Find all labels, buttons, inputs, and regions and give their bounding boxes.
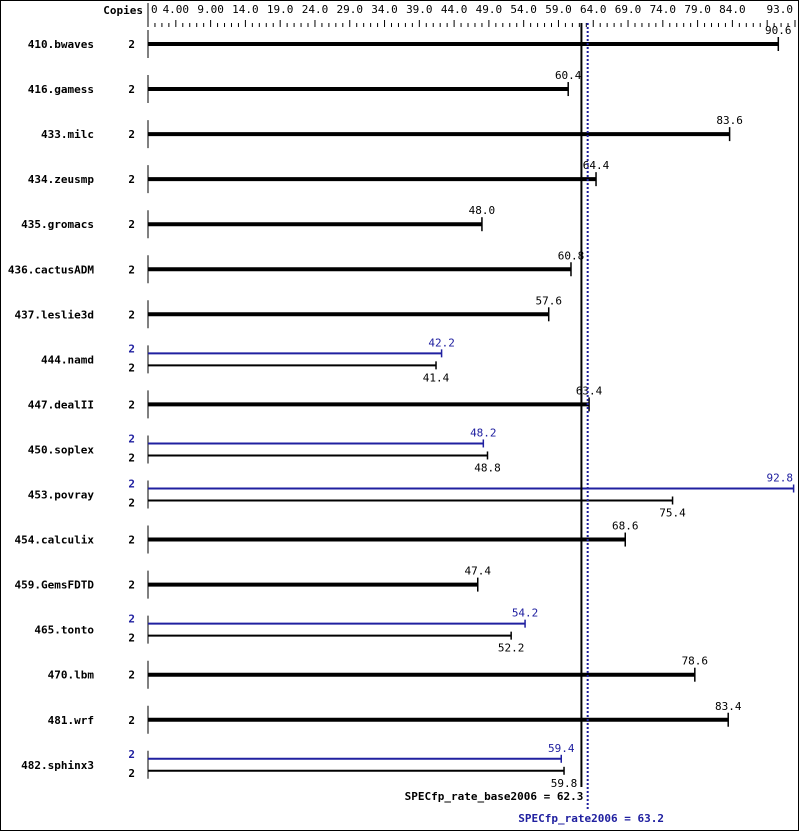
tick-label: 19.0	[267, 3, 294, 16]
tick-label: 93.0	[767, 3, 794, 16]
base-value-label: 48.8	[474, 461, 501, 474]
benchmark-label: 454.calculix	[15, 534, 95, 547]
copies-value: 2	[128, 579, 135, 592]
copies-value: 2	[128, 534, 135, 547]
copies-value: 2	[128, 38, 135, 51]
tick-label: 64.0	[580, 3, 607, 16]
copies-value: 2	[128, 451, 135, 464]
tick-label: 34.0	[371, 3, 398, 16]
base-value-label: 78.6	[682, 655, 709, 668]
tick-label: 9.00	[197, 3, 224, 16]
copies-value: 2	[128, 361, 135, 374]
base-value-label: 48.0	[469, 204, 496, 217]
copies-value: 2	[128, 218, 135, 231]
peak-copies-value: 2	[128, 613, 135, 626]
tick-label: 39.0	[406, 3, 433, 16]
benchmark-label: 470.lbm	[48, 669, 95, 682]
benchmark-label: 481.wrf	[48, 714, 94, 727]
tick-label: 79.0	[684, 3, 711, 16]
base-value-label: 59.8	[551, 777, 578, 790]
base-value-label: 47.4	[465, 565, 492, 578]
benchmark-label: 459.GemsFDTD	[15, 579, 95, 592]
copies-value: 2	[128, 714, 135, 727]
base-value-label: 83.6	[716, 114, 743, 127]
base-value-label: 57.6	[535, 294, 562, 307]
tick-label: 54.0	[510, 3, 537, 16]
copies-value: 2	[128, 173, 135, 186]
benchmark-label: 416.gamess	[28, 83, 94, 96]
copies-value: 2	[128, 497, 135, 510]
base-value-label: 63.4	[576, 384, 603, 397]
peak-value-label: 48.2	[470, 426, 497, 439]
copies-value: 2	[128, 632, 135, 645]
base-value-label: 83.4	[715, 700, 742, 713]
tick-label: 49.0	[476, 3, 503, 16]
copies-value: 2	[128, 669, 135, 682]
tick-label: 59.0	[545, 3, 572, 16]
benchmark-label: 465.tonto	[34, 624, 94, 637]
peak-value-label: 92.8	[767, 472, 794, 485]
benchmark-label: 436.cactusADM	[8, 263, 94, 276]
tick-label: 0	[151, 3, 158, 16]
peak-value-label: 59.4	[548, 742, 575, 755]
peak-value-label: 54.2	[512, 607, 539, 620]
base-value-label: 68.6	[612, 520, 639, 533]
base-value-label: 75.4	[659, 507, 686, 520]
copies-value: 2	[128, 128, 135, 141]
benchmark-label: 482.sphinx3	[21, 759, 94, 772]
copies-value: 2	[128, 83, 135, 96]
benchmark-label: 450.soplex	[28, 443, 95, 456]
tick-label: 29.0	[337, 3, 364, 16]
base-value-label: 52.2	[498, 642, 525, 655]
base-value-label: 41.4	[423, 371, 450, 384]
peak-copies-value: 2	[128, 432, 135, 445]
benchmark-label: 444.namd	[41, 353, 94, 366]
benchmark-label: 434.zeusmp	[28, 173, 95, 186]
tick-label: 14.0	[232, 3, 259, 16]
tick-label: 24.0	[302, 3, 329, 16]
tick-label: 84.0	[719, 3, 746, 16]
benchmark-label: 453.povray	[28, 489, 95, 502]
benchmark-label: 435.gromacs	[21, 218, 94, 231]
base-value-label: 60.8	[558, 249, 585, 262]
tick-label: 4.00	[163, 3, 190, 16]
tick-label: 74.0	[650, 3, 677, 16]
benchmark-label: 433.milc	[41, 128, 94, 141]
copies-value: 2	[128, 263, 135, 276]
tick-label: 69.0	[615, 3, 642, 16]
copies-value: 2	[128, 398, 135, 411]
base-summary-label: SPECfp_rate_base2006 = 62.3	[405, 790, 584, 803]
copies-value: 2	[128, 308, 135, 321]
peak-copies-value: 2	[128, 748, 135, 761]
peak-summary-label: SPECfp_rate2006 = 63.2	[518, 812, 664, 825]
benchmark-label: 437.leslie3d	[15, 308, 94, 321]
copies-header: Copies	[103, 4, 143, 17]
base-value-label: 60.4	[555, 69, 582, 82]
tick-label: 44.0	[441, 3, 468, 16]
benchmark-label: 410.bwaves	[28, 38, 94, 51]
benchmark-label: 447.dealII	[28, 398, 94, 411]
peak-copies-value: 2	[128, 342, 135, 355]
peak-value-label: 42.2	[428, 336, 455, 349]
peak-copies-value: 2	[128, 478, 135, 491]
base-value-label: 64.4	[583, 159, 610, 172]
base-value-label: 90.6	[765, 24, 792, 37]
copies-value: 2	[128, 767, 135, 780]
